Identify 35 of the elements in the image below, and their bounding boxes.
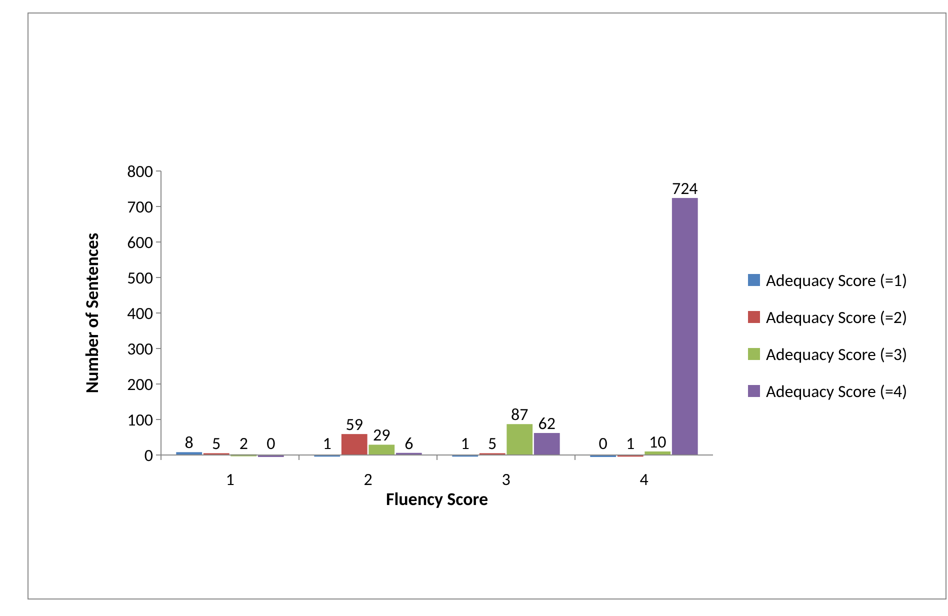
x-tick-label: 1 xyxy=(226,469,234,490)
data-label: 10 xyxy=(649,431,667,452)
data-label: 1 xyxy=(626,433,635,454)
y-tick-label: 700 xyxy=(127,196,154,218)
data-label: 724 xyxy=(672,178,698,199)
data-label: 1 xyxy=(460,433,470,454)
data-label: 2 xyxy=(239,433,248,454)
x-tick-label: 2 xyxy=(364,469,372,490)
data-label: 29 xyxy=(373,424,391,446)
data-label: 1 xyxy=(322,433,332,454)
legend-label: Adequacy Score (=3) xyxy=(766,344,908,365)
legend-label: Adequacy Score (=1) xyxy=(766,270,908,291)
y-tick-label: 800 xyxy=(127,160,154,182)
data-label: 8 xyxy=(184,432,194,454)
data-label: 0 xyxy=(266,433,276,454)
data-label: 0 xyxy=(598,433,608,454)
data-label: 5 xyxy=(212,433,221,454)
data-label: 62 xyxy=(538,412,556,434)
data-label: 87 xyxy=(511,404,529,426)
y-tick-label: 400 xyxy=(127,302,154,324)
y-axis-title: Number of Sentences xyxy=(81,232,103,394)
legend-label: Adequacy Score (=2) xyxy=(766,306,908,328)
x-tick-label: 4 xyxy=(640,469,649,490)
y-tick-label: 200 xyxy=(127,374,154,395)
x-tick-label: 3 xyxy=(502,469,510,490)
y-tick-label: 0 xyxy=(144,444,154,466)
y-tick-label: 100 xyxy=(127,409,154,430)
y-tick-label: 300 xyxy=(127,338,154,360)
y-tick-label: 500 xyxy=(127,267,154,288)
legend-label: Adequacy Score (=4) xyxy=(766,380,908,402)
data-label: 5 xyxy=(488,433,497,454)
y-tick-label: 600 xyxy=(127,232,154,253)
data-label: 6 xyxy=(404,432,414,454)
data-label: 59 xyxy=(346,414,364,436)
x-axis-title: Fluency Score xyxy=(386,488,488,510)
